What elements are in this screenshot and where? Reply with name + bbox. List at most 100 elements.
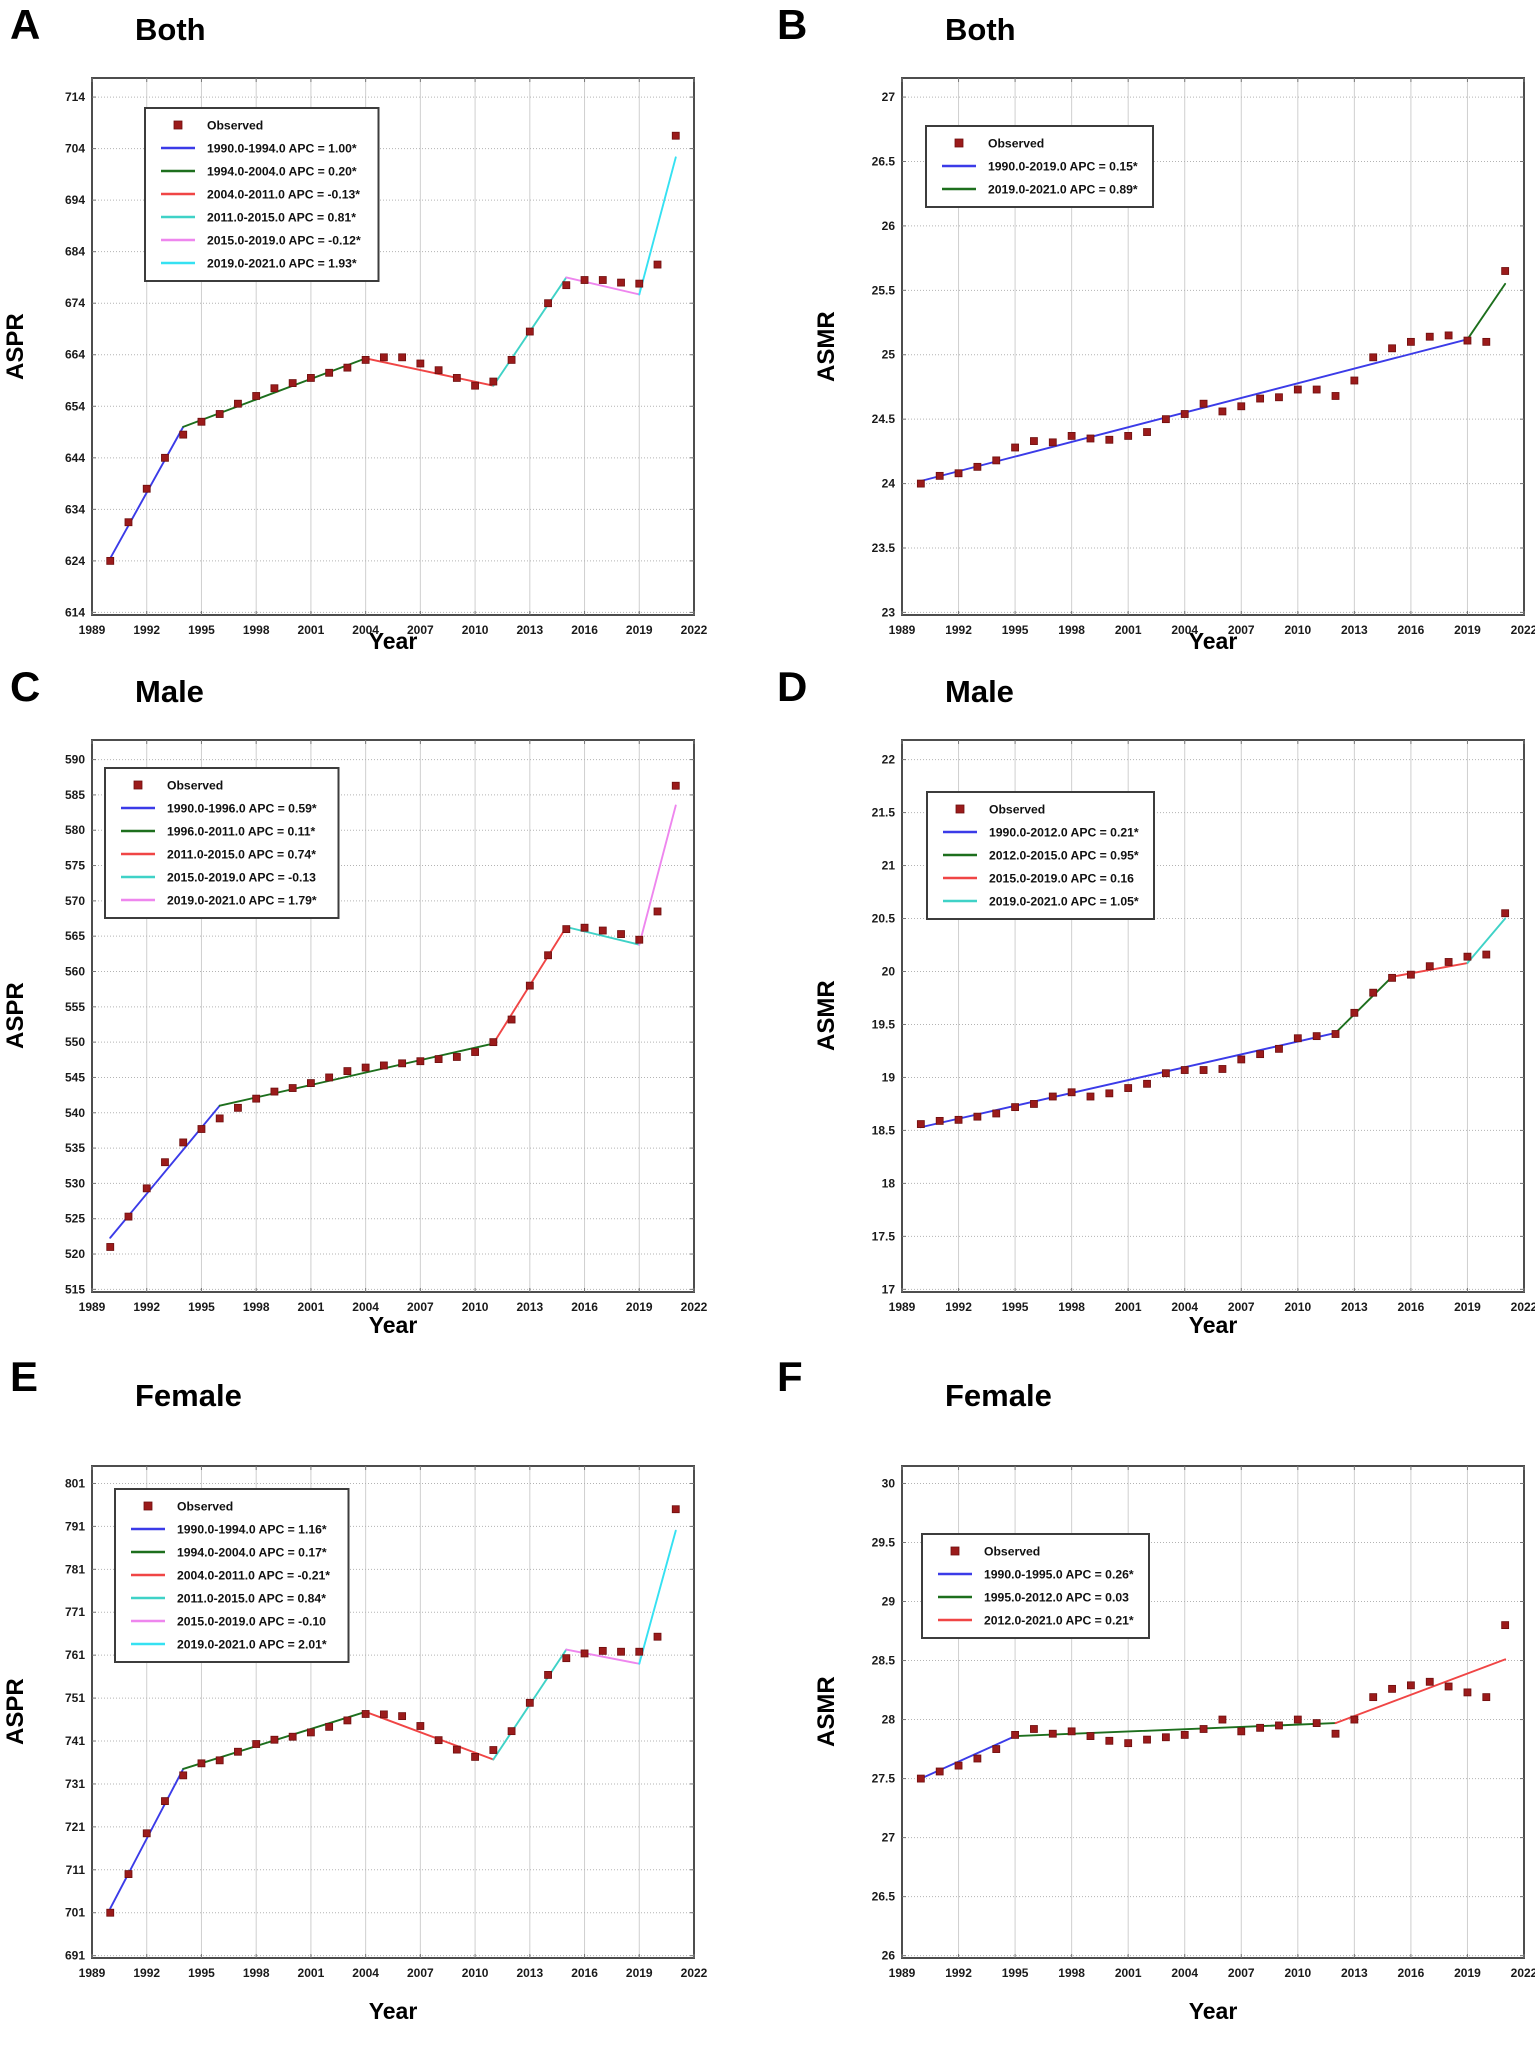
observed-marker [416, 1057, 425, 1066]
observed-marker [653, 260, 662, 269]
observed-marker [179, 430, 188, 439]
panel-title: Both [135, 12, 206, 47]
svg-text:2013: 2013 [516, 1300, 543, 1314]
observed-marker [1482, 1693, 1491, 1702]
observed-marker [452, 1745, 461, 1754]
svg-text:1989: 1989 [889, 1966, 916, 1980]
svg-text:26: 26 [882, 1949, 896, 1963]
trend-segment [364, 357, 495, 387]
axis-ticks [901, 78, 1525, 615]
svg-text:1998: 1998 [1058, 623, 1085, 637]
svg-text:2022: 2022 [681, 1966, 708, 1980]
observed-marker [270, 1735, 279, 1744]
trend-segment [218, 1042, 495, 1107]
axis-ticks [901, 740, 1525, 1292]
observed-marker [1048, 1092, 1057, 1101]
trend-segment [638, 1529, 677, 1665]
svg-text:1995: 1995 [1002, 623, 1029, 637]
observed-marker [1143, 1079, 1151, 1088]
observed-marker [1369, 988, 1378, 997]
observed-marker [544, 1671, 552, 1679]
legend-observed-marker [143, 1501, 153, 1511]
grid-lines [92, 740, 694, 1292]
observed-marker [343, 1716, 352, 1725]
observed-marker [398, 1712, 407, 1721]
svg-text:585: 585 [65, 788, 85, 802]
observed-marker [270, 1087, 279, 1096]
svg-text:1995: 1995 [188, 1300, 215, 1314]
x-axis-title: Year [1188, 1312, 1238, 1338]
svg-text:26: 26 [882, 219, 896, 233]
svg-text:704: 704 [65, 142, 85, 156]
svg-text:575: 575 [65, 859, 85, 873]
svg-text:18.5: 18.5 [872, 1123, 896, 1137]
observed-marker [1275, 1044, 1283, 1053]
svg-text:2001: 2001 [298, 1300, 325, 1314]
plot-border [91, 77, 695, 616]
observed-marker [916, 479, 925, 488]
svg-text:751: 751 [65, 1691, 85, 1705]
plot-border [91, 1465, 695, 1959]
trend-segment [1466, 917, 1507, 964]
svg-text:29: 29 [882, 1595, 896, 1609]
observed-marker [954, 1761, 963, 1770]
svg-text:2019: 2019 [626, 1300, 653, 1314]
observed-marker [1105, 435, 1114, 444]
legend: Observed 1990.0-1994.0 APC = 1.16* 1994.0-… [114, 1488, 350, 1663]
svg-text:2019: 2019 [1454, 623, 1481, 637]
legend-label: 1995.0-2012.0 APC = 0.03 [984, 1591, 1129, 1605]
observed-marker [1444, 331, 1453, 340]
svg-text:1989: 1989 [79, 1966, 106, 1980]
svg-text:27: 27 [882, 1831, 896, 1845]
observed-marker [671, 1505, 680, 1514]
svg-text:1995: 1995 [188, 1966, 215, 1980]
svg-text:1992: 1992 [945, 1300, 972, 1314]
observed-marker [1501, 909, 1510, 918]
axis-ticks [901, 1466, 1525, 1958]
trend-segment [1334, 1658, 1507, 1725]
observed-marker [361, 355, 370, 364]
legend-box [144, 107, 380, 282]
observed-marker [106, 1908, 115, 1917]
observed-marker [954, 469, 963, 478]
panel-letter: D [777, 663, 808, 710]
panel-e-female-aspr: E Female ASPR Year 691 701 711 721 731 741 751… [0, 1346, 767, 2063]
trend-segments [919, 1658, 1507, 1780]
observed-marker [379, 1061, 388, 1070]
svg-text:2022: 2022 [681, 1300, 708, 1314]
trend-segment [638, 156, 677, 296]
chart-canvas: 17 17.5 18 18.5 19 19.5 20 20.5 21 21.5 22 1989 1992… [872, 739, 1535, 1314]
observed-marker [1218, 1715, 1227, 1724]
observed-marker [544, 299, 552, 308]
svg-text:19.5: 19.5 [872, 1017, 896, 1031]
legend-label: 2012.0-2015.0 APC = 0.95* [989, 849, 1139, 863]
svg-text:565: 565 [65, 929, 85, 943]
legend-label: 2011.0-2015.0 APC = 0.74* [167, 848, 316, 862]
observed-marker [197, 1125, 206, 1133]
observed-marker [1293, 1034, 1302, 1043]
observed-marker [671, 131, 680, 140]
observed-marker [1350, 376, 1359, 385]
observed-marker [1312, 1032, 1321, 1041]
chart-canvas: 614 624 634 644 654 664 674 684 694 704 714 1989 199… [65, 77, 708, 637]
svg-text:27.5: 27.5 [872, 1772, 896, 1786]
svg-text:545: 545 [65, 1070, 85, 1084]
observed-marker [161, 1158, 169, 1167]
observed-marker [1067, 1088, 1076, 1097]
observed-marker [1501, 1621, 1510, 1630]
svg-text:21.5: 21.5 [872, 806, 896, 820]
svg-text:781: 781 [65, 1562, 85, 1576]
observed-marker [653, 1632, 662, 1641]
svg-text:2007: 2007 [407, 1300, 434, 1314]
observed-marker [1011, 1731, 1019, 1739]
svg-text:17: 17 [882, 1282, 896, 1296]
observed-marker [525, 327, 534, 336]
observed-marker [471, 1048, 479, 1056]
svg-text:20: 20 [882, 965, 896, 979]
trend-segment [1334, 975, 1394, 1034]
observed-marker [1030, 437, 1038, 445]
observed-marker [142, 1829, 151, 1838]
legend-observed-marker [173, 120, 183, 130]
observed-marker [471, 381, 479, 390]
svg-text:25.5: 25.5 [872, 283, 896, 297]
